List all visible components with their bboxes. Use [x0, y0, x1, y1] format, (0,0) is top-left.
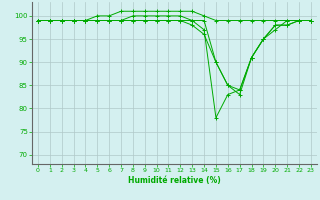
X-axis label: Humidité relative (%): Humidité relative (%): [128, 176, 221, 185]
